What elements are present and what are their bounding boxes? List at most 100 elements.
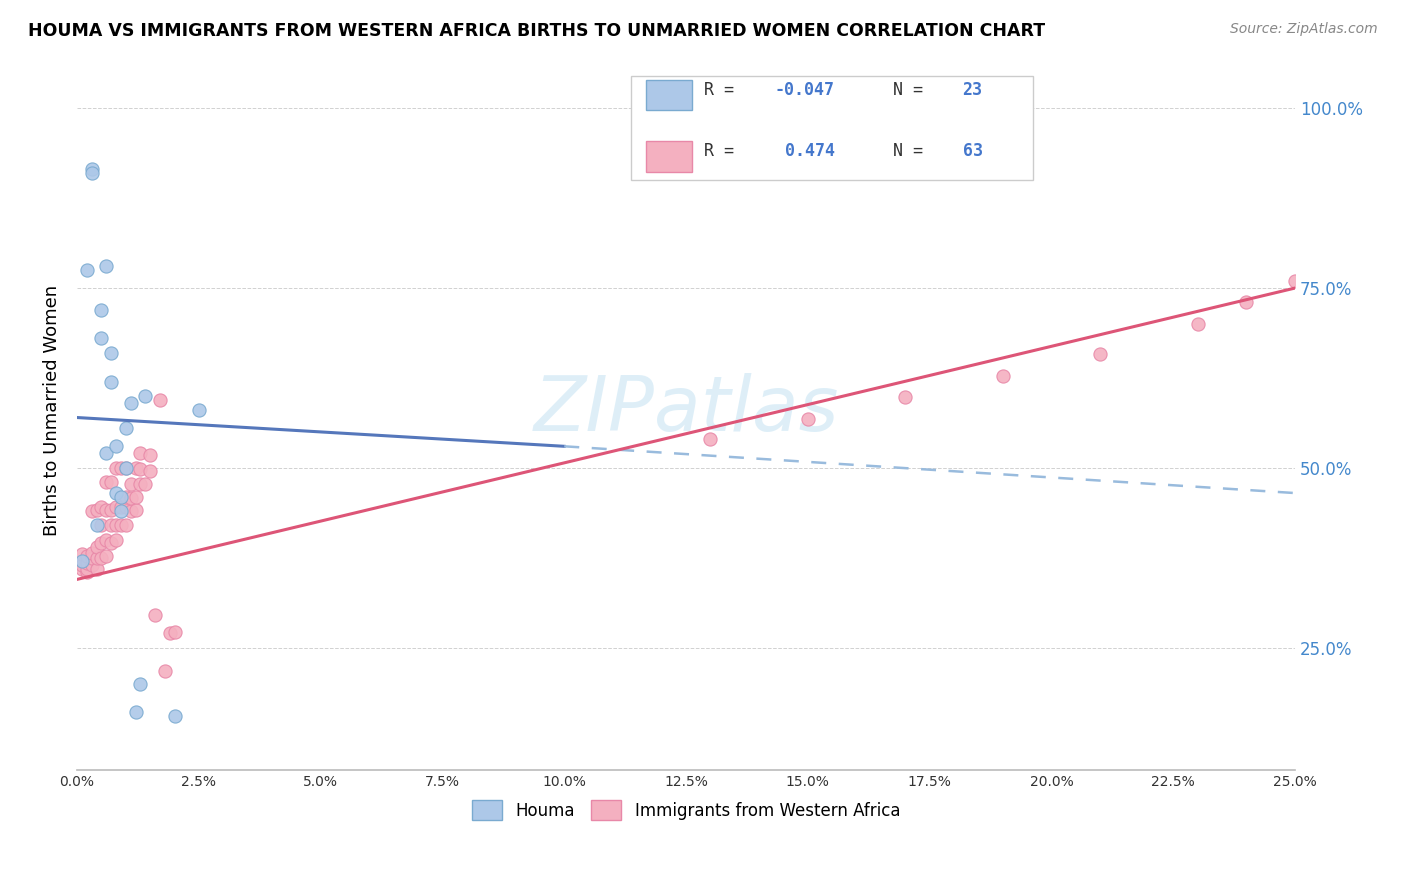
Point [105,439,128,453]
Text: R =: R = [704,81,744,99]
Point [129,476,152,491]
Text: 0.474: 0.474 [775,143,835,161]
Point [1187,317,1209,331]
Point [70,547,93,561]
Text: R =: R = [704,143,744,161]
Point [134,389,156,403]
Point [96,475,118,490]
Text: 23: 23 [963,81,983,99]
Point [114,518,136,533]
Point [105,461,128,475]
Point [90,500,112,515]
Bar [645,142,692,171]
Point [114,461,136,475]
Point [120,396,142,410]
Point [991,368,1014,383]
Point [96,549,118,563]
Point [76,556,98,570]
Point [96,260,118,274]
Point [80,166,103,180]
Point [1088,347,1111,361]
Point [90,302,112,317]
Point [114,461,136,475]
Point [894,391,917,405]
Point [96,533,118,547]
Point [90,550,112,565]
Text: -0.047: -0.047 [775,81,835,99]
Point [80,550,103,565]
Point [129,462,152,476]
Text: Source: ZipAtlas.com: Source: ZipAtlas.com [1230,22,1378,37]
Text: HOUMA VS IMMIGRANTS FROM WESTERN AFRICA BIRTHS TO UNMARRIED WOMEN CORRELATION CH: HOUMA VS IMMIGRANTS FROM WESTERN AFRICA … [28,22,1045,40]
Point [86,518,108,533]
Point [105,533,128,547]
Point [80,162,103,177]
Point [100,536,122,550]
Point [100,475,122,490]
Point [80,558,103,572]
Point [120,476,142,491]
Point [100,375,122,389]
Point [76,565,98,579]
Point [110,490,132,504]
Point [100,502,122,516]
Point [797,412,820,426]
Point [129,446,152,460]
Point [86,561,108,575]
Point [76,561,98,575]
Point [124,461,146,475]
Point [80,504,103,518]
Point [1284,274,1306,288]
Legend: Houma, Immigrants from Western Africa: Houma, Immigrants from Western Africa [465,794,907,826]
Point [70,561,93,575]
Point [90,536,112,550]
Point [110,504,132,518]
Point [124,706,146,720]
Point [139,448,162,462]
Point [90,331,112,345]
Point [110,500,132,515]
Point [96,446,118,460]
Point [90,518,112,533]
Text: ZIPatlas: ZIPatlas [533,374,839,448]
Point [76,549,98,563]
Point [129,676,152,690]
Point [163,624,186,639]
Point [159,626,181,640]
Point [124,502,146,516]
Point [124,490,146,504]
Point [153,664,176,678]
Point [70,558,93,572]
Point [120,491,142,505]
Text: N =: N = [893,81,934,99]
FancyBboxPatch shape [631,76,1033,180]
Y-axis label: Births to Unmarried Women: Births to Unmarried Women [44,285,60,536]
Point [114,490,136,504]
Point [105,486,128,500]
Point [110,461,132,475]
Point [163,709,186,723]
Point [139,465,162,479]
Point [120,504,142,518]
Point [86,502,108,516]
Point [76,263,98,277]
Bar [645,80,692,111]
Point [100,518,122,533]
Point [96,502,118,516]
Point [149,392,172,407]
Point [1234,295,1257,310]
Point [114,500,136,515]
Point [86,550,108,565]
Point [134,476,156,491]
Point [114,421,136,435]
Point [143,608,166,623]
Point [105,518,128,533]
Point [699,432,721,446]
Point [80,546,103,560]
Point [86,540,108,554]
Point [100,346,122,360]
Text: N =: N = [893,143,934,161]
Point [187,403,209,417]
Text: 63: 63 [963,143,983,161]
Point [105,500,128,515]
